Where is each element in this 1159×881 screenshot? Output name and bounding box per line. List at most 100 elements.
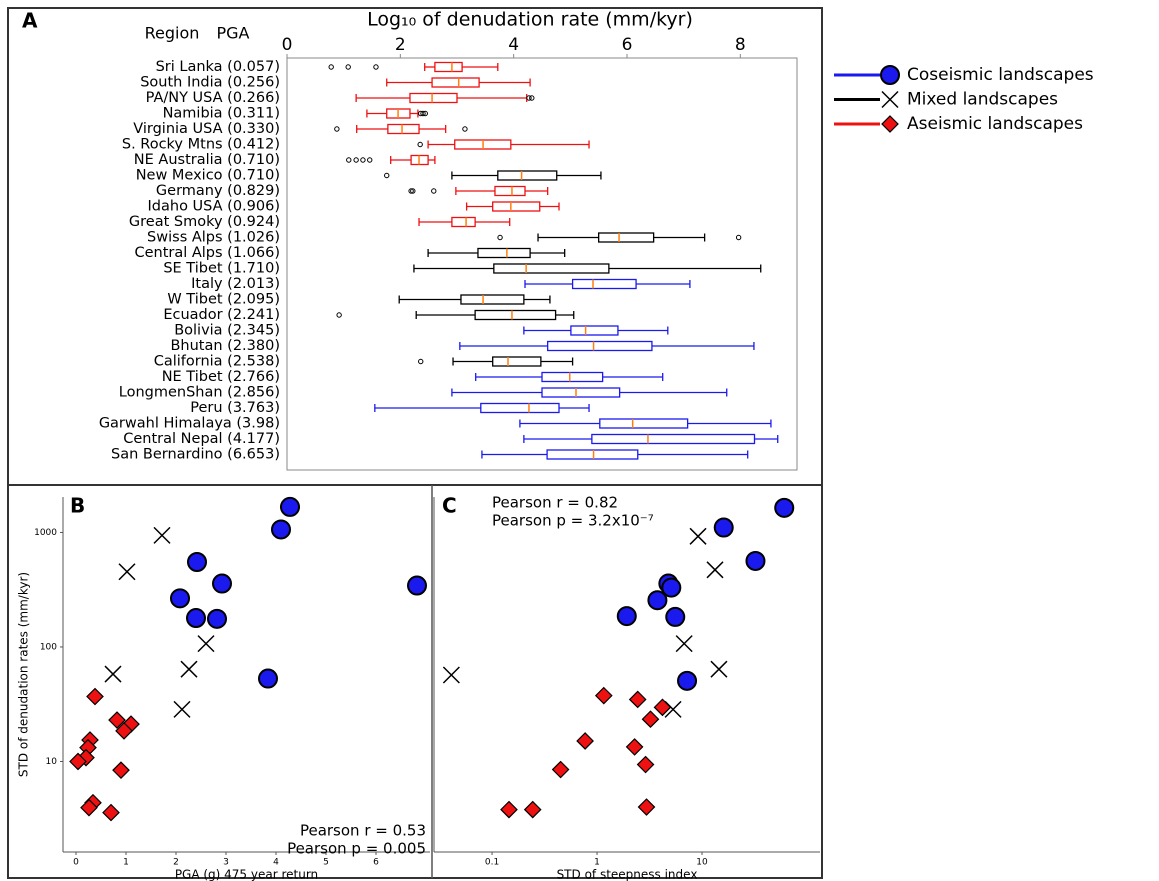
box (460, 294, 525, 305)
point (636, 755, 655, 774)
legend-label: Aseismic landscapes (907, 114, 1083, 134)
point (115, 722, 133, 740)
category-label: Germany (0.829) (156, 183, 280, 199)
box (570, 325, 619, 336)
y-tick-label: 100 (40, 642, 57, 652)
column-header: PGA (217, 24, 250, 43)
x-tick-label: 2 (173, 858, 179, 868)
panel-label: A (22, 9, 38, 33)
box (547, 340, 653, 352)
point (677, 670, 698, 691)
category-label: NE Australia (0.710) (134, 152, 280, 168)
box (477, 247, 531, 259)
outlier (373, 64, 379, 70)
category-label: New Mexico (0.710) (136, 168, 280, 184)
x-tick-label: 6 (373, 858, 379, 868)
chart-title: Log₁₀ of denudation rate (mm/kyr) (367, 9, 693, 31)
point (187, 552, 207, 573)
category-label: Central Nepal (4.177) (123, 431, 280, 447)
category-label: NE Tibet (2.766) (162, 369, 280, 385)
category-label: South India (0.256) (140, 75, 280, 91)
x-tick-label: 0.1 (485, 858, 499, 868)
box (434, 61, 463, 73)
x-tick-label: 0 (73, 858, 79, 868)
x-tick-label: 3 (223, 858, 229, 868)
category-label: Garwahl Himalaya (3.98) (99, 416, 280, 432)
box (387, 123, 420, 135)
point (170, 588, 190, 609)
outlier (408, 188, 414, 194)
annotation: Pearson p = 0.005 (287, 840, 426, 858)
point (186, 608, 206, 629)
y-tick-label: 1000 (34, 528, 57, 538)
point (80, 798, 98, 817)
plot-frame (286, 57, 798, 471)
point (594, 686, 613, 705)
point (271, 519, 291, 540)
point (212, 573, 232, 594)
box (497, 170, 558, 181)
box (451, 216, 476, 228)
outlier (334, 126, 340, 132)
outlier (346, 157, 352, 163)
point (774, 497, 795, 518)
legend-marker (881, 115, 899, 133)
outlier (422, 110, 428, 117)
category-label: W Tibet (2.095) (167, 292, 280, 308)
category-label: Namibia (0.311) (163, 106, 280, 122)
box (599, 418, 689, 429)
point (665, 606, 686, 627)
column-header: Region (145, 24, 200, 43)
outlier (410, 188, 416, 194)
outlier (529, 95, 535, 101)
x-tick-label: 1 (594, 858, 600, 868)
category-label: Italy (2.013) (191, 276, 280, 292)
category-label: LongmenShan (2.856) (119, 385, 280, 401)
box (541, 371, 604, 383)
panel-a-frame (7, 7, 823, 486)
box (480, 402, 560, 414)
box (494, 185, 526, 197)
outlier (353, 157, 359, 163)
category-label: Ecuador (2.241) (163, 307, 280, 323)
category-label: Bhutan (2.380) (170, 338, 280, 354)
panel-label: C (442, 494, 457, 518)
point (108, 711, 126, 729)
x-tick-label: 0 (282, 35, 293, 55)
outlier (526, 95, 532, 101)
category-label: Peru (3.763) (190, 400, 280, 416)
legend-marker (880, 65, 900, 85)
category-label: Bolivia (2.345) (174, 323, 280, 339)
box (492, 201, 541, 212)
x-tick-label: 5 (323, 858, 329, 868)
y-axis-label: STD of denudation rates (mm/kyr) (17, 572, 31, 777)
point (661, 577, 682, 598)
annotation: Pearson r = 0.82 (492, 494, 618, 512)
category-label: SE Tibet (1.710) (163, 261, 280, 277)
outlier (462, 126, 468, 132)
outlier (328, 64, 334, 70)
x-tick-label: 4 (508, 35, 519, 55)
panel-bc-frame (7, 484, 823, 879)
point (173, 700, 191, 718)
point (207, 608, 227, 629)
point (258, 668, 278, 689)
box (598, 232, 655, 243)
x-tick-label: 1 (123, 858, 129, 868)
x-axis-label: STD of steepness index (557, 868, 698, 881)
category-label: Great Smoky (0.924) (129, 214, 280, 230)
box (474, 309, 557, 321)
point (689, 527, 707, 545)
annotation: Pearson p = 3.2x10⁻⁷ (492, 512, 654, 530)
x-tick-label: 8 (735, 35, 746, 55)
legend-marker (881, 90, 899, 109)
x-tick-label: 10 (696, 858, 708, 868)
point (713, 517, 734, 538)
category-label: San Bernardino (6.653) (111, 447, 280, 463)
point (69, 752, 87, 771)
point (628, 690, 647, 709)
box (492, 356, 542, 367)
point (180, 660, 198, 678)
point (407, 575, 427, 596)
box (546, 449, 639, 460)
